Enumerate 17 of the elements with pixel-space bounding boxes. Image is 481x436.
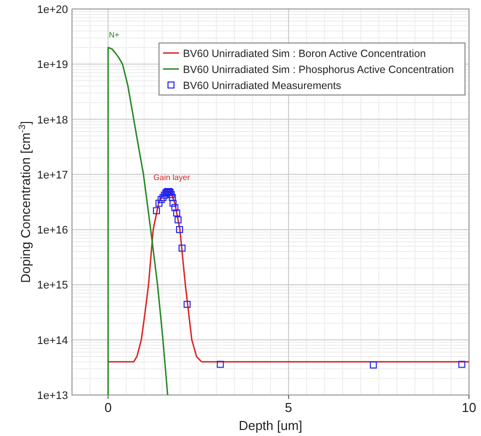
y-tick-label: 1e+16: [37, 224, 68, 237]
legend-label: BV60 Unirradiated Measurements: [183, 80, 342, 92]
annotation: Gain layer: [153, 173, 190, 182]
annotation: N+: [108, 30, 120, 40]
legend-label: BV60 Unirradiated Sim : Phosphorus Active Concentration: [183, 64, 454, 76]
y-tick-label: 1e+17: [37, 169, 68, 182]
x-tick-label: 0: [104, 400, 112, 415]
y-tick-label: 1e+19: [37, 59, 68, 72]
y-tick-label: 1e+20: [37, 4, 68, 16]
y-tick-label: 1e+15: [37, 280, 68, 292]
x-axis-title: Depth [um]: [238, 418, 302, 433]
y-tick-label: 1e+14: [37, 334, 68, 347]
y-tick-label: 1e+18: [37, 114, 68, 126]
x-tick-label: 5: [284, 400, 292, 415]
x-tick-label: 10: [462, 400, 476, 415]
y-tick-label: 1e+13: [37, 390, 68, 402]
legend-label: BV60 Unirradiated Sim : Boron Active Concentration: [183, 48, 426, 60]
